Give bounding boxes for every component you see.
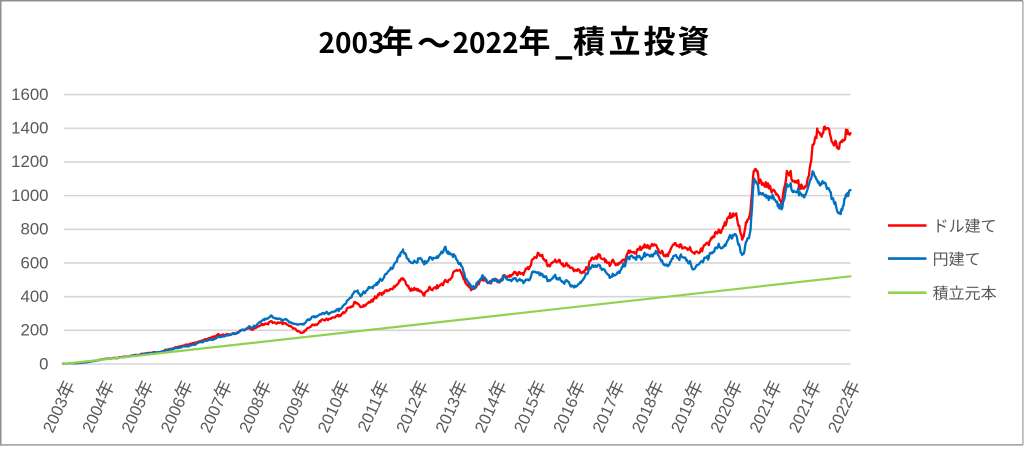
svg-text:600: 600 (21, 253, 49, 272)
svg-text:400: 400 (21, 287, 49, 306)
svg-text:0: 0 (39, 354, 48, 373)
svg-text:800: 800 (21, 220, 49, 239)
svg-text:1400: 1400 (11, 119, 48, 138)
svg-text:200: 200 (21, 321, 49, 340)
svg-text:1600: 1600 (11, 85, 48, 104)
svg-text:1200: 1200 (11, 152, 48, 171)
svg-text:1000: 1000 (11, 186, 48, 205)
